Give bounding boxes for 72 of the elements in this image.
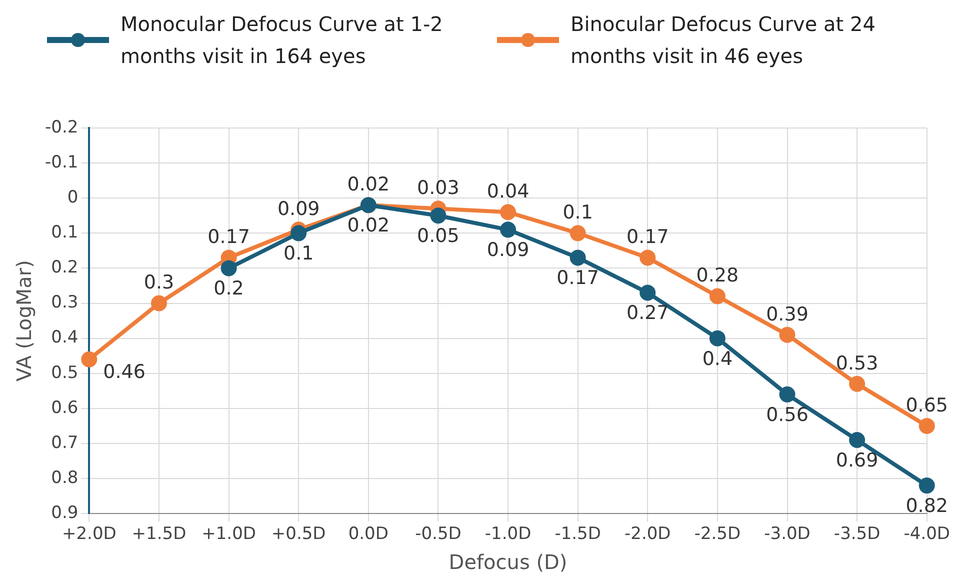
point (918, 418, 935, 434)
point (500, 204, 516, 220)
data-label: 0.82 (906, 494, 948, 517)
data-label: 0.27 (626, 302, 669, 324)
x-tick-label: +1.0D (202, 524, 256, 544)
data-label: 0.3 (144, 272, 174, 294)
data-label: 0.2 (214, 278, 244, 300)
data-label: 0.39 (766, 303, 808, 326)
y-tick-label: 0.9 (51, 503, 78, 524)
y-tick-label: 0 (67, 188, 78, 208)
point (640, 284, 656, 301)
data-label: 0.09 (277, 198, 320, 220)
legend-label: Binocular Defocus Curve at 24 months visit in 46 eyes (570, 11, 876, 70)
data-label: 0.28 (696, 264, 739, 287)
x-tick-label: -0.5D (415, 524, 462, 544)
x-tick-label: -2.0D (624, 524, 671, 544)
point (430, 208, 446, 224)
y-tick-label: 0.2 (51, 258, 78, 278)
point (150, 295, 167, 312)
data-label: 0.17 (556, 267, 599, 290)
y-tick-label: 0.4 (51, 328, 78, 348)
y-tick-label: 0.3 (51, 292, 78, 313)
point (570, 225, 586, 242)
point (500, 222, 516, 238)
data-label: 0.04 (486, 180, 530, 203)
point (81, 351, 98, 368)
data-label: 0.17 (208, 226, 250, 248)
x-tick-label: 0.0D (348, 524, 388, 544)
y-tick-label: 0.6 (51, 398, 78, 418)
y-tick-label: 0.8 (51, 468, 78, 488)
y-tick-label: -0.2 (45, 117, 78, 138)
data-label: 0.65 (906, 394, 948, 416)
x-tick-label: -1.0D (484, 524, 532, 544)
data-label: 0.1 (562, 202, 593, 224)
data-label: 0.02 (347, 174, 390, 196)
data-label: 0.1 (283, 242, 314, 265)
x-tick-label: -3.5D (834, 524, 880, 544)
legend-label: Monocular Defocus Curve at 1-2 months visit in 164 eyes (120, 11, 444, 70)
x-tick-label: +0.5D (271, 524, 326, 544)
data-label: 0.4 (702, 348, 733, 370)
data-label: 0.46 (103, 360, 146, 383)
y-tick-label: 0.5 (51, 362, 78, 383)
data-label: 0.02 (347, 214, 390, 237)
point (849, 376, 866, 392)
data-label: 0.05 (417, 225, 460, 248)
point (779, 386, 796, 402)
data-label: 0.09 (486, 239, 530, 262)
point (290, 225, 307, 242)
point (709, 288, 726, 304)
x-tick-label: -2.5D (694, 524, 741, 544)
point (849, 432, 866, 448)
point (640, 250, 656, 266)
x-tick-label: -4.0D (904, 524, 950, 544)
data-label: 0.69 (836, 449, 878, 472)
data-label: 0.17 (626, 226, 669, 248)
x-tick-label: +2.0D (62, 524, 116, 544)
data-label: 0.56 (766, 404, 808, 426)
point (709, 330, 726, 346)
data-label: 0.53 (836, 352, 878, 374)
point (220, 260, 237, 276)
point (918, 478, 935, 494)
y-tick-label: 0.1 (51, 222, 78, 243)
x-axis-title: Defocus (D) (448, 550, 568, 574)
y-axis-title: VA (LogMar) (12, 260, 36, 382)
x-tick-label: -3.0D (764, 524, 810, 544)
point (779, 326, 796, 343)
data-label: 0.03 (417, 177, 460, 200)
x-tick-label: -1.5D (554, 524, 601, 544)
y-tick-label: -0.1 (45, 152, 78, 172)
y-tick-label: 0.7 (51, 432, 78, 453)
point (570, 250, 586, 266)
x-tick-label: +1.5D (132, 524, 186, 544)
